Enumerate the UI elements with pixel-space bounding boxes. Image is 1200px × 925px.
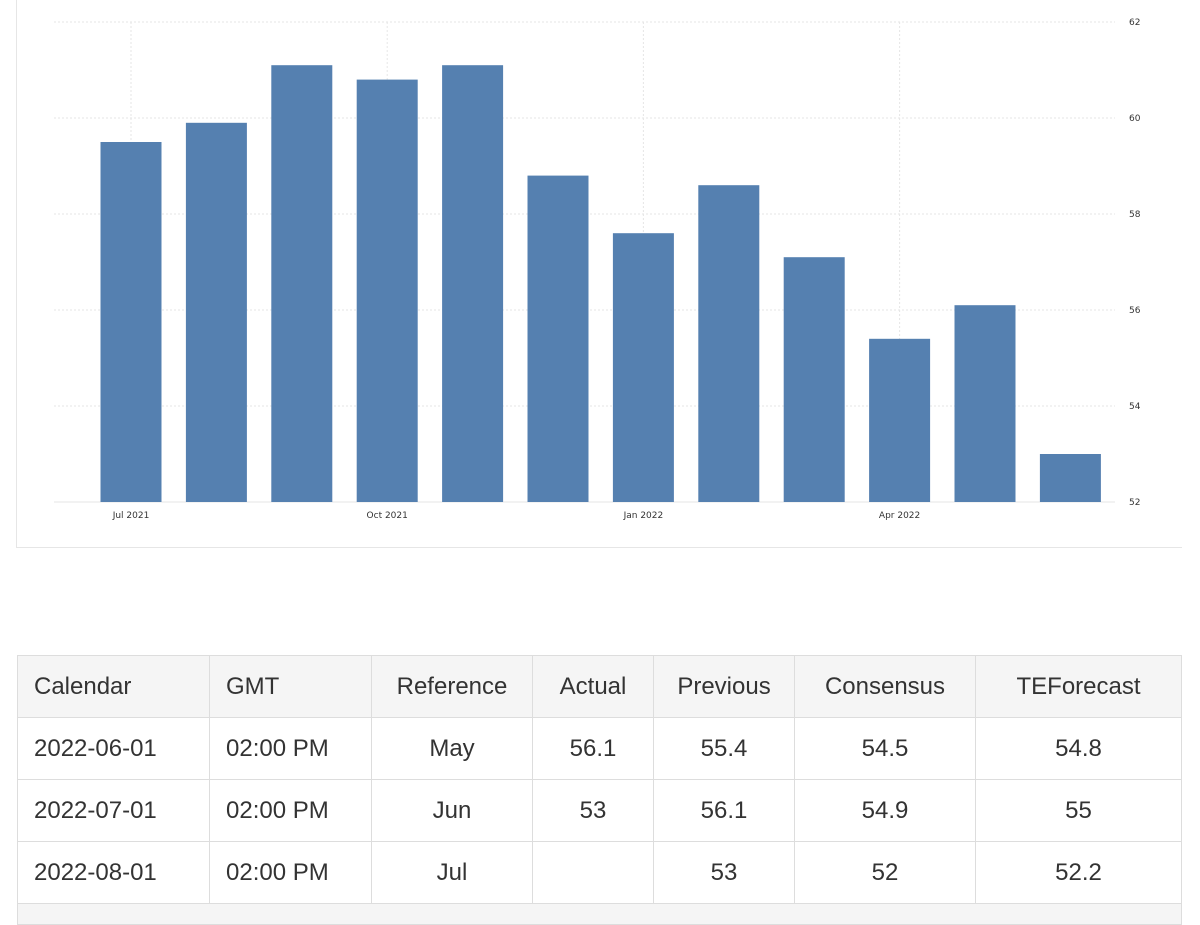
table-row: 2022-06-01 02:00 PM May 56.1 55.4 54.5 5…	[17, 717, 1182, 780]
table-row: 2022-08-01 02:00 PM Jul 53 52 52.2	[17, 841, 1182, 904]
y-tick-label: 62	[1129, 18, 1140, 28]
cell-teforecast: 55	[975, 779, 1182, 842]
table-row-partial	[17, 903, 1182, 925]
cell-calendar: 2022-07-01	[17, 779, 210, 842]
table-header-row: Calendar GMT Reference Actual Previous C…	[17, 655, 1182, 718]
y-tick-label: 54	[1129, 402, 1141, 412]
cell-reference: Jul	[371, 841, 533, 904]
y-tick-label: 58	[1129, 210, 1141, 220]
cell-gmt: 02:00 PM	[209, 841, 372, 904]
cell-consensus: 52	[794, 841, 976, 904]
bar	[783, 257, 845, 502]
cell-actual: 56.1	[532, 717, 654, 780]
cell-teforecast: 52.2	[975, 841, 1182, 904]
cell-previous: 56.1	[653, 779, 795, 842]
partial-row-cell	[17, 903, 1182, 925]
calendar-table-panel: Calendar GMT Reference Actual Previous C…	[17, 655, 1182, 925]
bar	[271, 65, 333, 502]
header-calendar: Calendar	[17, 655, 210, 718]
bar	[612, 233, 674, 502]
header-gmt: GMT	[209, 655, 372, 718]
header-teforecast: TEForecast	[975, 655, 1182, 718]
bar	[356, 79, 418, 502]
calendar-table: Calendar GMT Reference Actual Previous C…	[17, 655, 1182, 925]
cell-previous: 53	[653, 841, 795, 904]
cell-teforecast: 54.8	[975, 717, 1182, 780]
header-previous: Previous	[653, 655, 795, 718]
header-consensus: Consensus	[794, 655, 976, 718]
bar-chart: 52 54 56 58 60 62 Jul 2021 Oct 2021 Jan 2022 Apr …	[54, 18, 1141, 521]
cell-gmt: 02:00 PM	[209, 717, 372, 780]
header-reference: Reference	[371, 655, 533, 718]
x-tick-label: Jan 2022	[623, 511, 664, 521]
bar	[100, 142, 162, 502]
y-tick-label: 52	[1129, 498, 1140, 508]
table-row: 2022-07-01 02:00 PM Jun 53 56.1 54.9 55	[17, 779, 1182, 842]
bar	[527, 175, 589, 502]
cell-previous: 55.4	[653, 717, 795, 780]
cell-calendar: 2022-08-01	[17, 841, 210, 904]
header-actual: Actual	[532, 655, 654, 718]
bar	[954, 305, 1016, 502]
bar	[442, 65, 504, 502]
cell-gmt: 02:00 PM	[209, 779, 372, 842]
y-tick-label: 60	[1129, 114, 1141, 124]
chart-panel: 52 54 56 58 60 62 Jul 2021 Oct 2021 Jan 2022 Apr …	[16, 0, 1182, 548]
bar	[698, 185, 760, 502]
x-tick-label: Apr 2022	[879, 511, 920, 521]
bar	[1039, 454, 1101, 502]
bar	[185, 122, 247, 503]
cell-reference: May	[371, 717, 533, 780]
cell-consensus: 54.5	[794, 717, 976, 780]
x-tick-label: Oct 2021	[367, 511, 408, 521]
x-tick-label: Jul 2021	[112, 511, 150, 521]
cell-calendar: 2022-06-01	[17, 717, 210, 780]
bar	[869, 338, 931, 502]
cell-reference: Jun	[371, 779, 533, 842]
cell-actual: 53	[532, 779, 654, 842]
y-tick-label: 56	[1129, 306, 1141, 316]
cell-consensus: 54.9	[794, 779, 976, 842]
cell-actual	[532, 841, 654, 904]
